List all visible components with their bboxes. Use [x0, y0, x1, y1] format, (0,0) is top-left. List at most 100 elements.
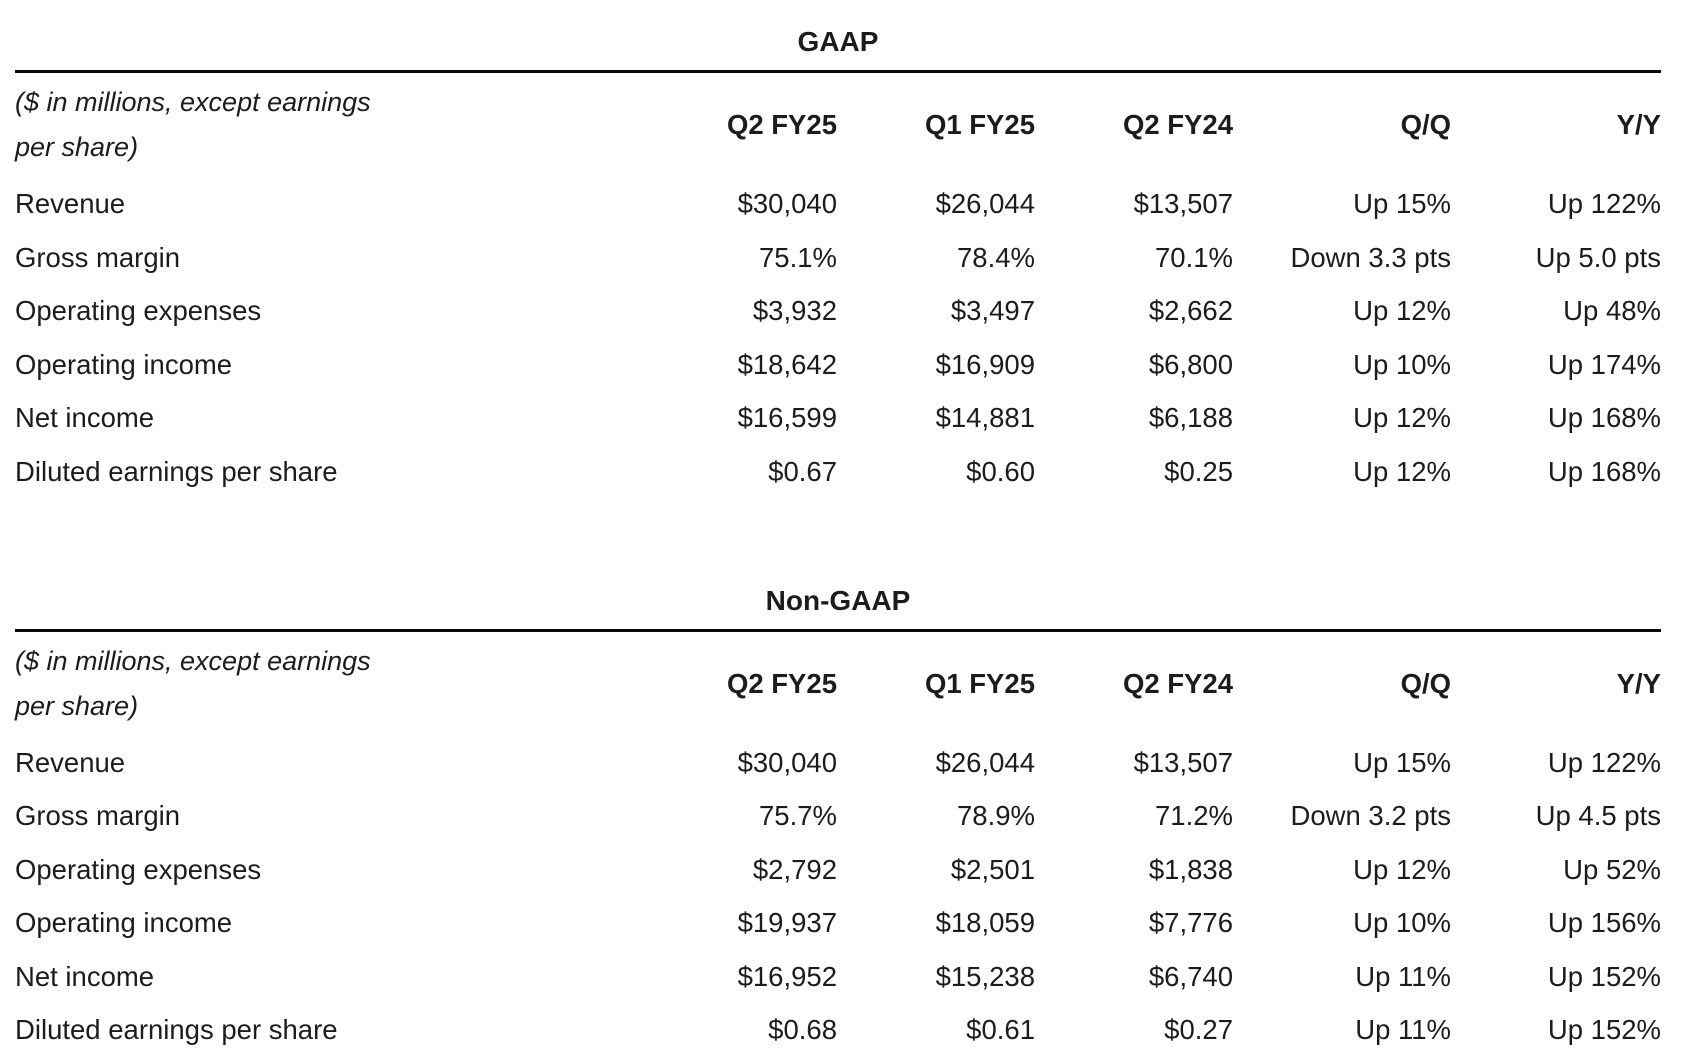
cell-value: Up 15% [1353, 746, 1451, 778]
cell-value: Up 4.5 pts [1535, 800, 1661, 832]
cell-value: $14,881 [935, 402, 1035, 434]
row-label: Operating income [15, 348, 233, 380]
cell-value: Up 12% [1353, 853, 1451, 885]
table-row-net-income: Net income $16,952 $15,238 $6,740 Up 11%… [15, 950, 1661, 1004]
table-row-diluted-eps: Diluted earnings per share $0.68 $0.61 $… [15, 1004, 1661, 1058]
cell-value: 78.4% [957, 241, 1035, 273]
col-header-q2fy24: Q2 FY24 [1122, 109, 1233, 141]
unit-note-line1: ($ in millions, except earnings [15, 645, 371, 676]
cell-value: $16,909 [935, 348, 1035, 380]
col-header-q2fy25: Q2 FY25 [726, 667, 837, 699]
non-gaap-unit-note: ($ in millions, except earnings per shar… [15, 630, 615, 736]
col-header-q1fy25: Q1 FY25 [924, 667, 1035, 699]
row-label: Diluted earnings per share [15, 455, 338, 487]
cell-value: Up 174% [1547, 348, 1661, 380]
table-row-diluted-eps: Diluted earnings per share $0.67 $0.60 $… [15, 445, 1661, 499]
cell-value: Down 3.2 pts [1290, 800, 1451, 832]
non-gaap-section-title: Non-GAAP [765, 584, 911, 616]
cell-value: $13,507 [1133, 188, 1233, 220]
gaap-table: ($ in millions, except earnings per shar… [15, 70, 1661, 499]
cell-value: Up 52% [1563, 853, 1661, 885]
cell-value: Up 10% [1353, 907, 1451, 939]
cell-value: $0.61 [966, 1014, 1035, 1046]
non-gaap-section: Non-GAAP ($ in millions, except earnings… [15, 583, 1661, 1058]
col-header-q2fy25: Q2 FY25 [726, 109, 837, 141]
cell-value: $18,642 [737, 348, 837, 380]
cell-value: $0.68 [768, 1014, 837, 1046]
cell-value: $3,932 [752, 295, 837, 327]
row-label: Revenue [15, 746, 126, 778]
col-header-yy: Y/Y [1616, 109, 1661, 141]
cell-value: Up 11% [1355, 960, 1451, 992]
cell-value: $26,044 [935, 746, 1035, 778]
row-label: Gross margin [15, 241, 181, 273]
gaap-section-title: GAAP [797, 26, 879, 57]
row-label: Diluted earnings per share [15, 1014, 338, 1046]
row-label: Operating income [15, 907, 233, 939]
cell-value: Up 48% [1563, 295, 1661, 327]
col-header-q1fy25: Q1 FY25 [924, 109, 1035, 141]
table-row-operating-income: Operating income $19,937 $18,059 $7,776 … [15, 897, 1661, 951]
table-row-revenue: Revenue $30,040 $26,044 $13,507 Up 15% U… [15, 736, 1661, 790]
cell-value: $26,044 [935, 188, 1035, 220]
cell-value: 75.7% [759, 800, 837, 832]
gaap-section: GAAP ($ in millions, except earnings per… [15, 24, 1661, 499]
cell-value: Up 122% [1547, 746, 1661, 778]
cell-value: $1,838 [1148, 853, 1233, 885]
cell-value: 78.9% [957, 800, 1035, 832]
col-header-qq: Q/Q [1400, 667, 1451, 699]
cell-value: $2,792 [752, 853, 837, 885]
cell-value: 75.1% [759, 241, 837, 273]
cell-value: Down 3.3 pts [1290, 241, 1451, 273]
cell-value: $0.27 [1164, 1014, 1233, 1046]
table-row-gross-margin: Gross margin 75.1% 78.4% 70.1% Down 3.3 … [15, 231, 1661, 285]
cell-value: $7,776 [1148, 907, 1233, 939]
cell-value: $2,501 [950, 853, 1035, 885]
row-label: Net income [15, 960, 155, 992]
cell-value: 70.1% [1155, 241, 1233, 273]
cell-value: Up 5.0 pts [1535, 241, 1661, 273]
cell-value: $2,662 [1148, 295, 1233, 327]
row-label: Gross margin [15, 800, 181, 832]
unit-note-line1: ($ in millions, except earnings [15, 87, 371, 118]
cell-value: $3,497 [950, 295, 1035, 327]
unit-note-line2: per share) [15, 132, 139, 163]
col-header-qq: Q/Q [1400, 109, 1451, 141]
cell-value: $13,507 [1133, 746, 1233, 778]
cell-value: Up 15% [1353, 188, 1451, 220]
table-row-operating-expenses: Operating expenses $3,932 $3,497 $2,662 … [15, 285, 1661, 339]
cell-value: Up 12% [1353, 402, 1451, 434]
cell-value: $15,238 [935, 960, 1035, 992]
table-row-revenue: Revenue $30,040 $26,044 $13,507 Up 15% U… [15, 178, 1661, 232]
table-row-gross-margin: Gross margin 75.7% 78.9% 71.2% Down 3.2 … [15, 790, 1661, 844]
cell-value: Up 122% [1547, 188, 1661, 220]
col-header-q2fy24: Q2 FY24 [1122, 667, 1233, 699]
cell-value: Up 168% [1547, 455, 1661, 487]
cell-value: Up 10% [1353, 348, 1451, 380]
cell-value: $6,188 [1148, 402, 1233, 434]
unit-note-line2: per share) [15, 690, 139, 721]
non-gaap-table: ($ in millions, except earnings per shar… [15, 628, 1661, 1058]
row-label: Net income [15, 402, 155, 434]
cell-value: Up 152% [1547, 960, 1661, 992]
gaap-header-row: ($ in millions, except earnings per shar… [15, 72, 1661, 178]
cell-value: $18,059 [935, 907, 1035, 939]
row-label: Operating expenses [15, 295, 262, 327]
cell-value: Up 12% [1353, 455, 1451, 487]
cell-value: $6,800 [1148, 348, 1233, 380]
table-row-operating-expenses: Operating expenses $2,792 $2,501 $1,838 … [15, 843, 1661, 897]
cell-value: Up 152% [1547, 1014, 1661, 1046]
gaap-unit-note: ($ in millions, except earnings per shar… [15, 72, 615, 178]
cell-value: $19,937 [737, 907, 837, 939]
cell-value: $6,740 [1148, 960, 1233, 992]
cell-value: Up 11% [1355, 1014, 1451, 1046]
col-header-yy: Y/Y [1616, 667, 1661, 699]
table-row-net-income: Net income $16,599 $14,881 $6,188 Up 12%… [15, 392, 1661, 446]
cell-value: Up 168% [1547, 402, 1661, 434]
cell-value: $30,040 [737, 746, 837, 778]
cell-value: $0.60 [966, 455, 1035, 487]
row-label: Operating expenses [15, 853, 262, 885]
cell-value: $16,599 [737, 402, 837, 434]
cell-value: $30,040 [737, 188, 837, 220]
